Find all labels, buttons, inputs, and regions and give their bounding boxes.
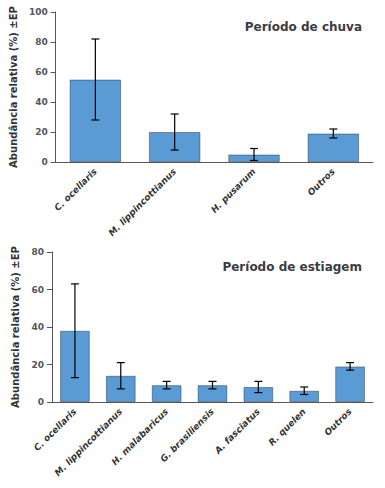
- svg-text:60: 60: [31, 285, 44, 295]
- svg-text:Período de estiagem: Período de estiagem: [222, 260, 362, 274]
- svg-text:M. lippincottianus: M. lippincottianus: [53, 406, 125, 478]
- svg-text:A. fasciatus: A. fasciatus: [212, 406, 262, 456]
- svg-text:Abundância relativa (%) ±EP: Abundância relativa (%) ±EP: [8, 6, 19, 168]
- svg-text:80: 80: [35, 37, 48, 47]
- svg-text:40: 40: [35, 97, 48, 107]
- svg-text:R. quelen: R. quelen: [267, 406, 308, 447]
- svg-text:Outros: Outros: [322, 406, 354, 438]
- svg-text:80: 80: [31, 247, 44, 257]
- svg-text:G. brasiliensis: G. brasiliensis: [158, 406, 216, 464]
- svg-text:60: 60: [35, 67, 48, 77]
- svg-text:M. lippincottianus: M. lippincottianus: [107, 166, 179, 238]
- svg-text:0: 0: [41, 157, 47, 167]
- svg-text:100: 100: [29, 7, 48, 17]
- svg-text:20: 20: [35, 127, 48, 137]
- svg-text:C. ocellaris: C. ocellaris: [52, 166, 99, 213]
- svg-text:Período de chuva: Período de chuva: [245, 20, 362, 34]
- svg-text:20: 20: [31, 360, 44, 370]
- svg-text:Abundância relativa (%) ±EP: Abundância relativa (%) ±EP: [10, 246, 21, 408]
- svg-text:C. ocellaris: C. ocellaris: [32, 406, 79, 453]
- svg-text:H. pusarum: H. pusarum: [209, 166, 257, 214]
- svg-text:H. malabaricus: H. malabaricus: [109, 406, 171, 468]
- svg-text:0: 0: [38, 397, 44, 407]
- svg-text:Outros: Outros: [306, 166, 338, 198]
- svg-text:40: 40: [31, 322, 44, 332]
